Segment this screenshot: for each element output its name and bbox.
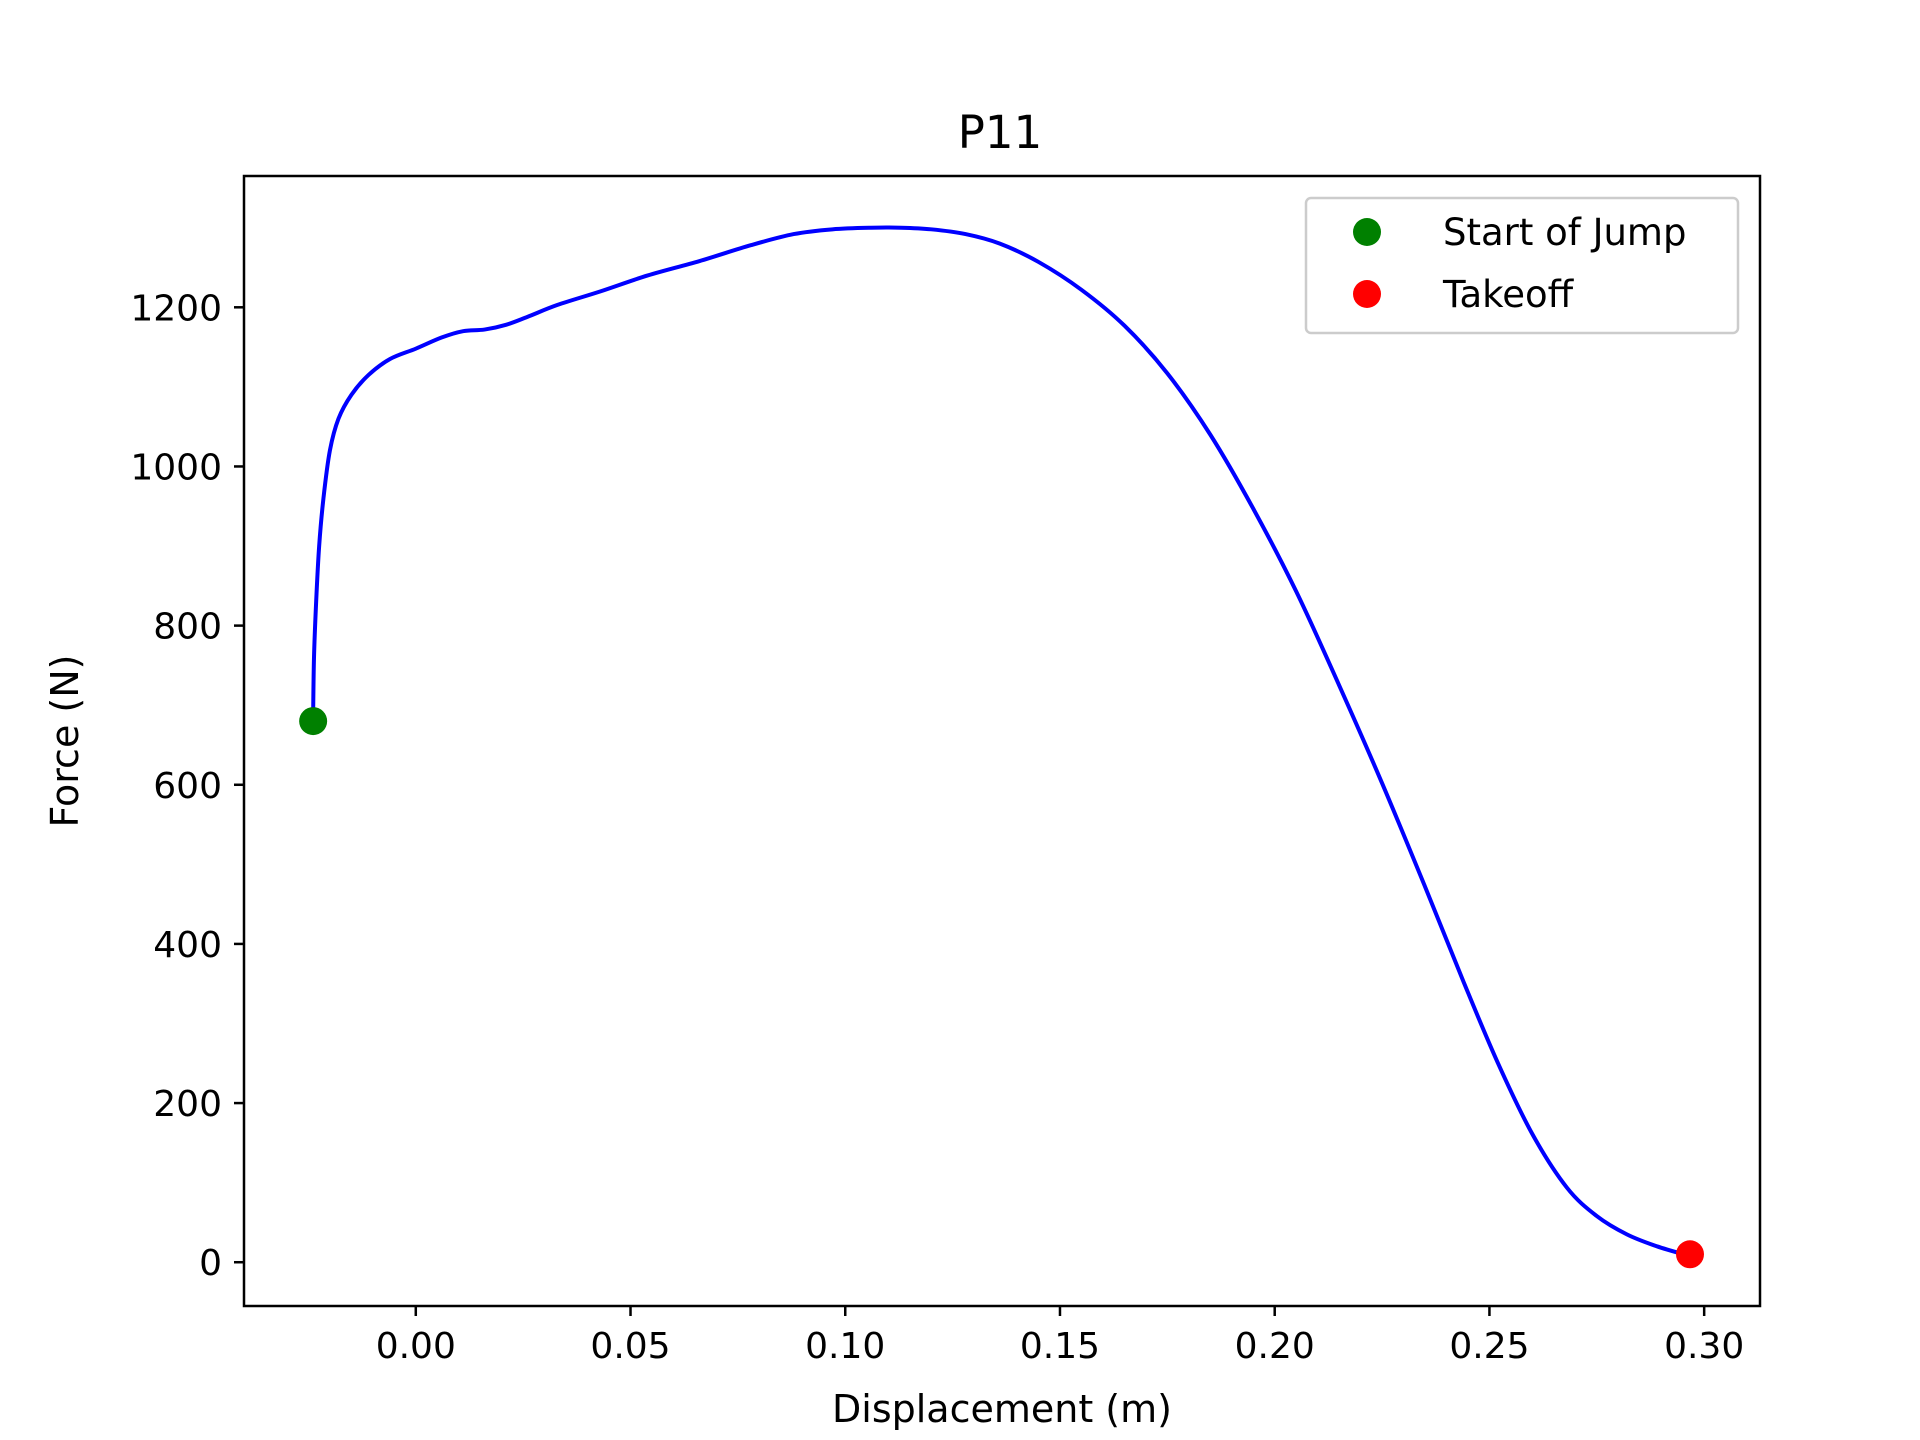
x-tick-label: 0.25	[1449, 1326, 1529, 1367]
legend-marker-start-of-jump	[1353, 218, 1381, 246]
series-layer	[311, 225, 1690, 1258]
legend-marker-takeoff	[1353, 280, 1381, 308]
y-tick-label: 200	[153, 1084, 222, 1125]
takeoff-marker	[1675, 1240, 1704, 1269]
x-tick-label: 0.20	[1235, 1326, 1315, 1367]
x-axis: 0.00 0.05 0.10 0.15 0.20 0.25 0.30	[376, 1306, 1744, 1367]
x-tick-label: 0.15	[1020, 1326, 1100, 1367]
start-of-jump-marker	[299, 707, 328, 736]
y-tick-label: 600	[153, 766, 222, 807]
y-axis: 0 200 400 600 800 1000 1200	[130, 288, 244, 1284]
y-tick-label: 1000	[130, 447, 222, 488]
x-axis-label: Displacement (m)	[832, 1387, 1172, 1431]
legend: Start of Jump Takeoff	[1304, 196, 1740, 335]
plot-area-frame	[242, 174, 1762, 1308]
y-axis-label: Force (N)	[43, 655, 87, 828]
chart-title: P11	[958, 106, 1042, 159]
x-tick-label: 0.10	[805, 1326, 885, 1367]
y-tick-label: 0	[199, 1243, 222, 1284]
legend-label-start-of-jump: Start of Jump	[1443, 211, 1686, 254]
legend-box	[1304, 196, 1740, 335]
force-displacement-line	[311, 225, 1690, 1258]
x-tick-label: 0.30	[1664, 1326, 1744, 1367]
marker-layer	[299, 707, 1704, 1269]
legend-label-takeoff: Takeoff	[1442, 273, 1575, 316]
x-tick-label: 0.05	[590, 1326, 670, 1367]
y-tick-label: 800	[153, 607, 222, 648]
y-tick-label: 1200	[130, 288, 222, 329]
y-tick-label: 400	[153, 925, 222, 966]
x-tick-label: 0.00	[376, 1326, 456, 1367]
